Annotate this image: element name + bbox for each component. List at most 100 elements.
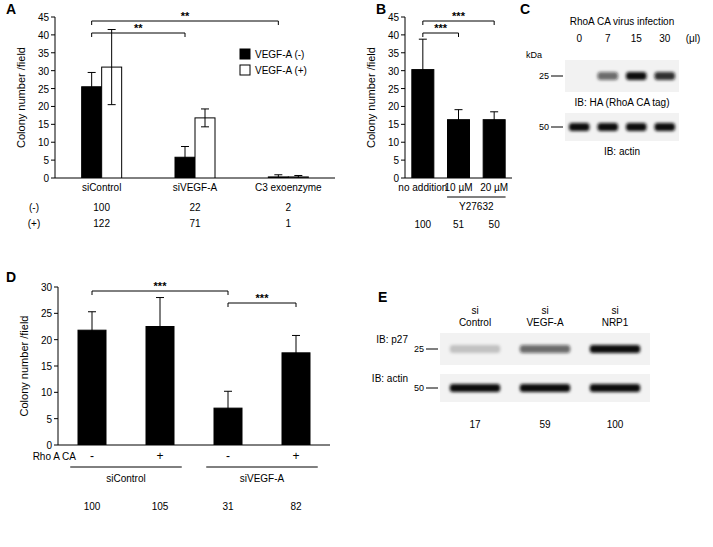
x-tick-label: + [292,449,299,463]
blot-row-label: IB: actin [604,146,640,157]
y-tick-label: 30 [41,282,53,293]
y-tick-label: 35 [38,48,50,59]
error-bar-cap [292,335,300,336]
error-bar [455,110,463,130]
y-tick [54,392,58,393]
blot-band [520,345,570,353]
error-bar-cap [224,391,232,392]
y-tick [51,34,55,35]
quantification: 59 [539,419,551,430]
y-tick [401,160,405,161]
x-tick-label: 20 µM [480,182,508,193]
y-tick-label: 25 [38,84,50,95]
x-tick-label: siVEGF-A [173,182,218,193]
relative-value: 1 [286,218,292,229]
significance-label: ** [181,10,190,22]
blot-band [597,72,618,80]
error-bar-cap [294,175,302,176]
y-tick-label: 15 [41,361,53,372]
y-tick [51,160,55,161]
error-bar-stem [185,147,186,168]
blot-band [590,384,640,392]
y-tick [54,366,58,367]
group-line [70,467,182,468]
size-marker: 25 [539,71,549,81]
y-tick [54,287,58,288]
relative-value: 2 [286,202,292,213]
y-tick-label: 0 [43,173,49,184]
y-tick-label: 10 [388,137,400,148]
relative-value: 31 [222,501,234,512]
blot-band [569,72,590,80]
lane-label: si [541,305,548,316]
error-bar [490,112,498,128]
bracket-end [278,21,279,25]
blot-row-label: IB: p27 [376,334,408,345]
marks [78,298,310,445]
y-tick [401,142,405,143]
x-tick-label: no addition [398,182,447,193]
bar [195,118,215,178]
blot-band [597,123,618,131]
error-bar-cap [88,348,96,349]
y-tick-label: 30 [38,66,50,77]
y-tick [51,70,55,71]
legend-swatch [240,65,250,75]
error-bar [88,72,96,101]
error-bar-cap [181,167,189,168]
size-marker-tick [426,388,438,389]
relative-value: 50 [489,219,501,230]
y-tick-label: 15 [38,119,50,130]
bracket-end [422,21,423,25]
lane-unit: (μl) [686,33,701,44]
legend-label: VEGF-A (+) [255,65,307,76]
y-tick-label: 25 [388,84,400,95]
x-tick-label: siControl [82,182,121,193]
y-tick [54,445,58,446]
y-tick-label: 10 [41,387,53,398]
relative-value: 122 [93,218,110,229]
x-tick-label: 10 µM [445,182,473,193]
group-label: siVEGF-A [240,473,285,484]
blot-E: EsiControlsiVEGF-AsiNRP125IB: p2750IB: a… [372,289,650,430]
y-axis-title: Colony number /field [18,316,30,417]
error-bar [274,175,282,178]
bracket-end [228,291,229,295]
y-tick [401,88,405,89]
lane-label: 30 [659,33,671,44]
y-tick-label: 20 [38,101,50,112]
category-row-label: Rho A CA [33,451,77,462]
y-tick-label: 40 [388,30,400,41]
y-tick [401,70,405,71]
quantification: 17 [469,419,481,430]
x-tick-label: - [226,449,230,463]
blot-row-label: IB: actin [372,373,408,384]
blot-band [654,72,675,80]
y-tick-label: 5 [43,155,49,166]
error-bar-stem [422,39,423,100]
legend: VEGF-A (-)VEGF-A (+) [240,49,307,76]
error-bar-stem [92,312,93,349]
panel-label: A [6,1,16,17]
blot-band [626,123,647,131]
error-bar-stem [228,391,229,425]
figure: A 0 5 10 15 20 25 30 35 40 45 Colony number /field s… [0,0,713,547]
lane-label: si [611,305,618,316]
y-tick [401,17,405,18]
error-bar-cap [201,126,209,127]
relative-value: 22 [189,202,201,213]
bracket-end [458,33,459,37]
marks [412,39,505,178]
error-bar-cap [419,39,427,40]
size-marker: 50 [539,122,549,132]
chart-B: B051015202530354045Colony number /fieldn… [365,1,512,230]
error-bar-stem [458,110,459,130]
error-bar-cap [88,72,96,73]
significance-label: *** [452,10,466,22]
size-marker: 50 [414,383,424,393]
error-bar-cap [294,178,302,179]
y-tick-label: 45 [38,12,50,23]
error-bar-stem [494,112,495,128]
y-tick [51,88,55,89]
blot-band [626,72,647,80]
